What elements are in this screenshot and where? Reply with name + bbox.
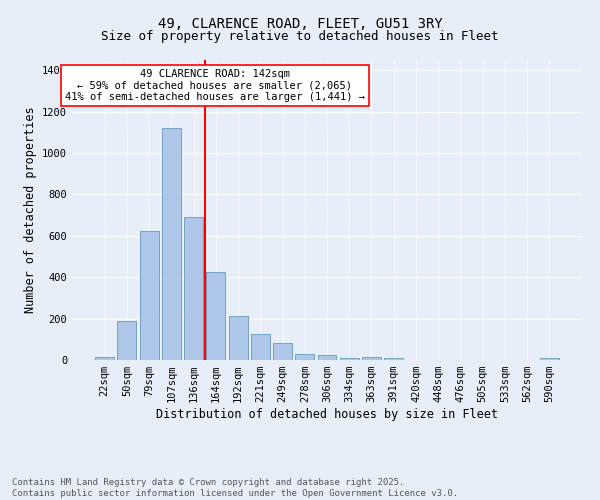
X-axis label: Distribution of detached houses by size in Fleet: Distribution of detached houses by size … [156, 408, 498, 421]
Text: Contains HM Land Registry data © Crown copyright and database right 2025.
Contai: Contains HM Land Registry data © Crown c… [12, 478, 458, 498]
Bar [273, 344, 292, 360]
Bar [184, 217, 203, 360]
Text: 49 CLARENCE ROAD: 142sqm
← 59% of detached houses are smaller (2,065)
41% of sem: 49 CLARENCE ROAD: 142sqm ← 59% of detach… [65, 69, 365, 102]
Text: 49, CLARENCE ROAD, FLEET, GU51 3RY: 49, CLARENCE ROAD, FLEET, GU51 3RY [158, 18, 442, 32]
Bar [540, 358, 559, 360]
Bar [384, 358, 403, 360]
Bar [140, 230, 158, 360]
Bar [295, 354, 314, 360]
Bar [118, 320, 136, 360]
Bar [229, 316, 248, 360]
Bar [95, 357, 114, 360]
Text: Size of property relative to detached houses in Fleet: Size of property relative to detached ho… [101, 30, 499, 43]
Bar [206, 272, 225, 360]
Bar [362, 357, 381, 360]
Bar [251, 334, 270, 360]
Bar [317, 355, 337, 360]
Bar [162, 128, 181, 360]
Y-axis label: Number of detached properties: Number of detached properties [23, 106, 37, 314]
Bar [340, 358, 359, 360]
